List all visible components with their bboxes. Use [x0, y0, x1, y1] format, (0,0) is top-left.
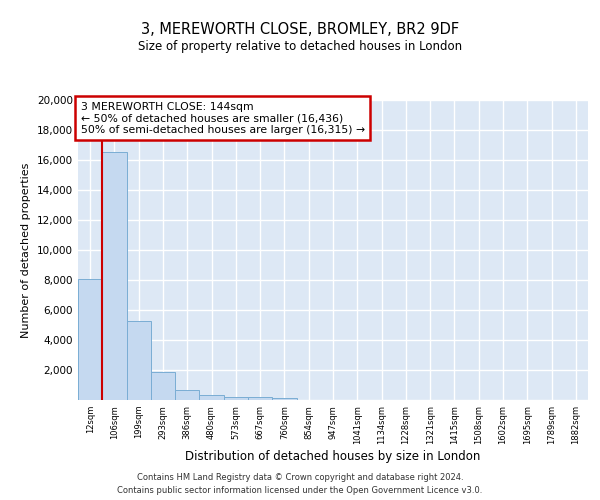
Text: 3, MEREWORTH CLOSE, BROMLEY, BR2 9DF: 3, MEREWORTH CLOSE, BROMLEY, BR2 9DF [141, 22, 459, 38]
Text: 3 MEREWORTH CLOSE: 144sqm
← 50% of detached houses are smaller (16,436)
50% of s: 3 MEREWORTH CLOSE: 144sqm ← 50% of detac… [80, 102, 365, 134]
Bar [199, 395, 224, 400]
Bar [78, 278, 102, 400]
Text: Size of property relative to detached houses in London: Size of property relative to detached ho… [138, 40, 462, 53]
X-axis label: Distribution of detached houses by size in London: Distribution of detached houses by size … [185, 450, 481, 462]
Bar [272, 398, 296, 400]
Bar [175, 390, 199, 400]
Text: Contains public sector information licensed under the Open Government Licence v3: Contains public sector information licen… [118, 486, 482, 495]
Bar [248, 398, 272, 400]
Y-axis label: Number of detached properties: Number of detached properties [22, 162, 31, 338]
Bar [224, 397, 248, 400]
Bar [102, 152, 127, 400]
Text: Contains HM Land Registry data © Crown copyright and database right 2024.: Contains HM Land Registry data © Crown c… [137, 474, 463, 482]
Bar [151, 372, 175, 400]
Bar [127, 320, 151, 400]
